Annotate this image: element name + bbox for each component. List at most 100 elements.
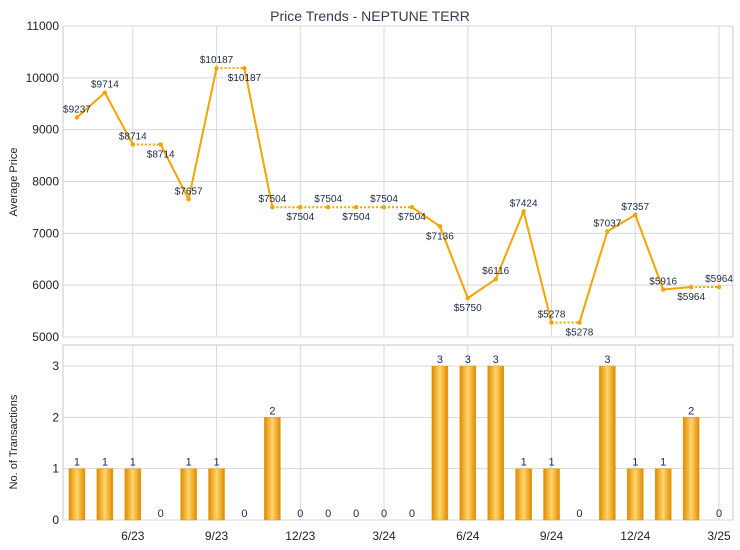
- price-point: [130, 142, 135, 147]
- price-point: [214, 65, 219, 71]
- price-data-label: $7037: [593, 218, 621, 229]
- transactions-data-label: 3: [465, 354, 471, 366]
- price-y-ticks: 5000 6000 7000 8000 9000 10000 11000: [26, 19, 60, 344]
- price-point: [326, 205, 331, 210]
- price-data-label: $7504: [286, 212, 314, 223]
- transactions-bar: [654, 468, 672, 521]
- x-tick-label: 3/25: [707, 529, 731, 543]
- transactions-y-ticks: 0 1 2 3: [52, 359, 59, 527]
- transactions-bar: [682, 417, 700, 521]
- transactions-y-tick-label: 0: [52, 513, 59, 527]
- price-series: [76, 67, 720, 324]
- transactions-bar: [515, 468, 532, 521]
- price-point: [437, 224, 443, 229]
- price-point: [549, 320, 554, 325]
- price-line-segment: [663, 286, 692, 291]
- price-point: [521, 209, 526, 214]
- transactions-data-label: 0: [241, 508, 247, 520]
- price-y-tick-label: 10000: [26, 71, 60, 85]
- x-tick-label: 9/23: [205, 529, 229, 543]
- price-point: [353, 205, 359, 210]
- price-line-segment: [578, 231, 609, 323]
- price-data-labels: $9237 $9714 $8714$8714 $7657 $10187 $10187 $75…: [63, 55, 733, 338]
- price-data-label: $5964: [677, 292, 705, 303]
- transactions-bar: [124, 468, 142, 521]
- price-point: [465, 295, 470, 301]
- transactions-bar: [208, 468, 225, 521]
- x-tick-label: 12/24: [620, 529, 650, 543]
- transactions-bar: [431, 365, 449, 521]
- transactions-data-label: 0: [353, 508, 359, 520]
- transactions-data-label: 2: [688, 405, 694, 417]
- price-line-segment: [467, 278, 497, 299]
- transactions-data-label: 1: [186, 457, 192, 469]
- price-line-segment: [522, 211, 553, 323]
- price-data-label: $7657: [175, 186, 203, 197]
- price-point: [409, 205, 415, 210]
- price-point: [74, 115, 80, 120]
- price-gridlines: [62, 25, 734, 338]
- price-point: [298, 205, 303, 210]
- price-data-label: $7357: [621, 202, 649, 213]
- x-tick-label: 3/24: [372, 529, 396, 543]
- transactions-bar: [459, 365, 477, 521]
- x-tick-label: 6/24: [456, 529, 480, 543]
- transactions-data-label: 3: [493, 354, 499, 366]
- price-data-label: $10187: [228, 73, 262, 84]
- price-point: [605, 229, 610, 234]
- price-point: [633, 212, 638, 218]
- price-y-tick-label: 8000: [32, 175, 59, 189]
- price-y-tick-label: 11000: [27, 19, 60, 33]
- transactions-data-label: 3: [437, 354, 443, 366]
- transactions-y-axis-label: No. of Transactions: [8, 394, 20, 489]
- price-point: [577, 320, 582, 325]
- transactions-data-label: 1: [660, 457, 666, 469]
- price-point: [102, 90, 108, 95]
- x-axis-ticks: 6/23 9/23 12/23 3/24 6/24 9/24 12/24 3/25: [121, 529, 731, 543]
- transactions-data-label: 1: [632, 457, 638, 469]
- price-y-tick-label: 9000: [32, 123, 59, 137]
- price-point: [493, 276, 498, 282]
- price-line-segment: [187, 67, 218, 200]
- price-data-label: $7504: [398, 212, 426, 223]
- transactions-data-label: 3: [604, 354, 610, 366]
- price-line-segment: [411, 206, 441, 228]
- transactions-bar: [543, 468, 560, 521]
- price-data-label: $5278: [566, 328, 594, 339]
- price-point: [661, 287, 666, 292]
- price-data-label: $8714: [119, 131, 147, 142]
- price-data-label: $6116: [482, 266, 510, 277]
- price-point: [688, 284, 694, 290]
- transactions-y-tick-label: 2: [52, 410, 59, 424]
- price-data-label: $5278: [538, 310, 566, 321]
- transactions-bar: [264, 417, 281, 521]
- transactions-data-label: 1: [74, 457, 80, 469]
- price-data-label: $7424: [510, 198, 538, 209]
- transactions-bar: [487, 365, 504, 521]
- transactions-data-label: 0: [297, 508, 303, 520]
- price-data-label: $5750: [454, 303, 482, 314]
- price-point: [270, 205, 275, 210]
- transactions-bar: [96, 468, 114, 521]
- transactions-bar: [599, 365, 616, 521]
- price-line-segment: [103, 92, 134, 145]
- transactions-data-label: 2: [269, 405, 275, 417]
- price-data-label: $7504: [258, 194, 286, 205]
- transactions-data-label: 1: [548, 457, 554, 469]
- price-y-tick-label: 5000: [32, 330, 59, 344]
- price-data-label: $10187: [200, 55, 234, 66]
- price-data-label: $5964: [705, 274, 733, 285]
- price-data-label: $9714: [91, 80, 119, 91]
- transactions-data-label: 0: [409, 508, 415, 520]
- transactions-data-label: 0: [381, 508, 387, 520]
- chart-title: Price Trends - NEPTUNE TERR: [270, 8, 470, 24]
- price-line-segment: [76, 91, 106, 119]
- transactions-data-label: 1: [130, 457, 136, 469]
- price-line-segment: [606, 213, 636, 233]
- transactions-data-label: 0: [576, 508, 582, 520]
- transactions-data-label: 1: [102, 457, 108, 469]
- price-data-label: $7136: [426, 231, 454, 242]
- price-panel: 5000 6000 7000 8000 9000 10000 11000 Average P…: [8, 19, 734, 344]
- price-y-tick-label: 7000: [32, 226, 59, 240]
